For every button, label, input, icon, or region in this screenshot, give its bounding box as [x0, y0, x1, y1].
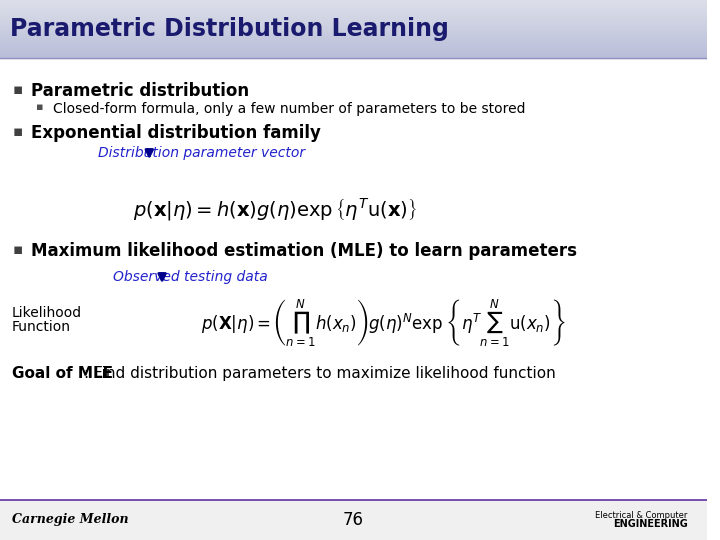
Text: Exponential distribution family: Exponential distribution family [32, 124, 321, 142]
Bar [0, 50, 707, 51]
Text: $p(\mathbf{x}|\eta) = h(\mathbf{x})g(\eta)\exp\left\{\eta^T \mathrm{u}(\mathbf{x: $p(\mathbf{x}|\eta) = h(\mathbf{x})g(\et… [133, 196, 417, 222]
Text: $p(\mathbf{X}|\eta) = \left(\prod_{n=1}^{N} h(x_n)\right) g(\eta)^N \exp\left\{\: $p(\mathbf{X}|\eta) = \left(\prod_{n=1}^… [201, 298, 565, 349]
Bar [0, 57, 707, 58]
Bar [0, 51, 707, 52]
Bar [0, 33, 707, 34]
Bar [0, 18, 707, 19]
Text: Maximum likelihood estimation (MLE) to learn parameters: Maximum likelihood estimation (MLE) to l… [32, 242, 577, 260]
Text: 76: 76 [343, 511, 364, 529]
Bar [0, 15, 707, 16]
Text: ▪: ▪ [12, 124, 23, 139]
Bar [0, 1, 707, 2]
Bar [0, 27, 707, 28]
Bar [0, 53, 707, 54]
Bar [0, 46, 707, 47]
Bar [0, 19, 707, 20]
Bar [0, 35, 707, 36]
Bar [0, 26, 707, 27]
Bar [0, 5, 707, 6]
Bar [0, 30, 707, 31]
Text: : Find distribution parameters to maximize likelihood function: : Find distribution parameters to maximi… [84, 366, 557, 381]
Bar [0, 21, 707, 22]
Bar [0, 0, 707, 1]
Bar [0, 36, 707, 37]
Bar [0, 23, 707, 24]
Bar [0, 31, 707, 32]
Bar [0, 3, 707, 4]
Bar [0, 13, 707, 14]
Text: Observed testing data: Observed testing data [113, 270, 268, 284]
Bar [0, 25, 707, 26]
Bar [0, 29, 707, 30]
Text: Parametric distribution: Parametric distribution [32, 82, 250, 100]
Text: Closed-form formula, only a few number of parameters to be stored: Closed-form formula, only a few number o… [53, 102, 526, 116]
Bar [0, 40, 707, 41]
Bar [0, 47, 707, 48]
Bar [0, 12, 707, 13]
Bar [0, 11, 707, 12]
Bar [0, 37, 707, 38]
Text: ▪: ▪ [35, 102, 43, 112]
Bar [0, 4, 707, 5]
Bar [0, 44, 707, 45]
Bar [0, 6, 707, 7]
Bar [0, 49, 707, 50]
Text: Function: Function [12, 320, 71, 334]
Text: ENGINEERING: ENGINEERING [613, 519, 688, 529]
Bar [0, 54, 707, 55]
Bar [0, 500, 707, 540]
Bar [0, 14, 707, 15]
Bar [0, 2, 707, 3]
Bar [0, 8, 707, 9]
Text: ▪: ▪ [12, 82, 23, 97]
Text: Parametric Distribution Learning: Parametric Distribution Learning [10, 17, 449, 41]
Text: Distribution parameter vector: Distribution parameter vector [98, 146, 305, 160]
Text: ▪: ▪ [12, 242, 23, 257]
Bar [0, 10, 707, 11]
Bar [0, 16, 707, 17]
Bar [0, 20, 707, 21]
Bar [0, 45, 707, 46]
Bar [0, 32, 707, 33]
Bar [0, 39, 707, 40]
Bar [0, 56, 707, 57]
Text: Likelihood: Likelihood [12, 306, 82, 320]
Bar [0, 43, 707, 44]
Bar [0, 9, 707, 10]
Bar [0, 55, 707, 56]
Text: Electrical & Computer: Electrical & Computer [595, 511, 688, 521]
Bar [0, 17, 707, 18]
Bar [0, 41, 707, 42]
Bar [0, 34, 707, 35]
Bar [0, 22, 707, 23]
Bar [0, 38, 707, 39]
Bar [0, 24, 707, 25]
Bar [0, 48, 707, 49]
Bar [0, 52, 707, 53]
Text: Goal of MLE: Goal of MLE [12, 366, 113, 381]
Bar [0, 28, 707, 29]
Text: Carnegie Mellon: Carnegie Mellon [12, 514, 128, 526]
Bar [0, 42, 707, 43]
Bar [0, 7, 707, 8]
